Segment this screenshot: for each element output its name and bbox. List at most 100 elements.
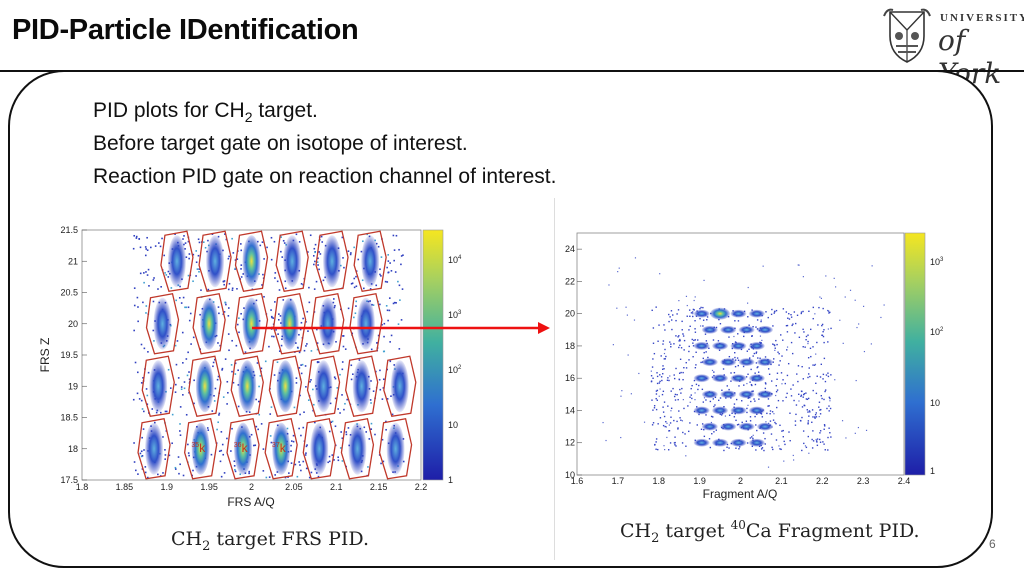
scatter-point — [300, 372, 303, 375]
fragment-blob — [748, 438, 765, 447]
scatter-point — [342, 345, 345, 348]
scatter-point — [288, 472, 290, 474]
scatter-point — [733, 335, 735, 338]
scatter-point — [815, 382, 817, 385]
x-tick-label: 2.15 — [370, 482, 388, 492]
scatter-point — [749, 381, 751, 383]
scatter-point — [759, 335, 762, 337]
scatter-point — [856, 326, 858, 329]
x-tick-label: 2 — [249, 482, 254, 492]
scatter-point — [767, 466, 770, 468]
scatter-point — [389, 341, 391, 343]
scatter-point — [231, 289, 234, 291]
scatter-point — [605, 439, 607, 442]
scatter-point — [386, 398, 389, 400]
scatter-point — [309, 234, 312, 237]
scatter-point — [701, 388, 704, 391]
scatter-point — [824, 425, 826, 427]
scatter-point — [811, 409, 814, 411]
fragment-blob — [730, 309, 747, 318]
scatter-point — [145, 248, 147, 250]
scatter-point — [216, 428, 218, 431]
scatter-point — [678, 410, 680, 412]
scatter-point — [620, 395, 622, 397]
fragment-blob — [730, 374, 747, 383]
scatter-point — [655, 438, 658, 440]
y-tick-label: 21.5 — [60, 225, 78, 235]
scatter-point — [240, 312, 242, 315]
scatter-point — [749, 437, 752, 439]
scatter-point — [271, 335, 273, 338]
scatter-point — [279, 315, 282, 317]
scatter-point — [358, 359, 361, 361]
scatter-point — [662, 424, 665, 427]
isotope-blob — [195, 360, 214, 413]
scatter-point — [754, 372, 756, 374]
scatter-point — [659, 273, 661, 275]
scatter-point — [754, 400, 756, 402]
scatter-point — [681, 442, 684, 444]
scatter-point — [755, 352, 757, 354]
scatter-point — [703, 351, 705, 354]
scatter-point — [212, 361, 215, 364]
scatter-point — [819, 296, 821, 298]
scatter-point — [809, 347, 812, 350]
gate-polygon — [234, 292, 269, 355]
scatter-point — [137, 306, 139, 308]
scatter-point — [163, 254, 165, 257]
scatter-point — [353, 316, 355, 319]
scatter-point — [328, 460, 331, 463]
scatter-point — [685, 455, 687, 457]
scatter-point — [308, 476, 311, 479]
scatter-point — [692, 308, 695, 311]
scatter-point — [673, 343, 675, 345]
scatter-point — [390, 395, 392, 397]
scatter-point — [784, 382, 786, 385]
scatter-point — [772, 419, 775, 421]
scatter-point — [679, 339, 681, 342]
scatter-point — [677, 428, 679, 430]
scatter-point — [774, 349, 776, 351]
scatter-point — [815, 353, 817, 355]
scatter-point — [800, 311, 803, 313]
scatter-point — [147, 351, 149, 353]
scatter-point — [316, 261, 319, 263]
scatter-point — [746, 350, 749, 352]
scatter-point — [811, 447, 814, 449]
fragment-blob — [757, 358, 774, 367]
scatter-point — [139, 452, 142, 455]
scatter-point — [388, 309, 391, 312]
scatter-point — [790, 388, 792, 390]
scatter-point — [854, 432, 856, 434]
scatter-point — [273, 335, 275, 338]
scatter-point — [685, 295, 688, 297]
scatter-point — [692, 345, 695, 347]
scatter-point — [778, 445, 780, 447]
scatter-point — [807, 342, 809, 345]
scatter-point — [841, 420, 844, 422]
scatter-point — [143, 347, 146, 350]
scatter-point — [674, 399, 677, 401]
scatter-point — [216, 378, 219, 381]
scatter-point — [332, 301, 335, 304]
scatter-point — [202, 241, 205, 243]
fragment-blob — [720, 390, 737, 399]
scatter-point — [655, 397, 657, 400]
scatter-point — [676, 393, 678, 396]
scatter-point — [731, 412, 733, 414]
scatter-point — [845, 437, 847, 439]
scatter-point — [827, 449, 829, 451]
scatter-point — [263, 295, 265, 298]
scatter-point — [790, 395, 793, 397]
scatter-point — [145, 388, 148, 390]
scatter-point — [355, 305, 357, 307]
scatter-point — [310, 350, 313, 352]
scatter-point — [314, 260, 316, 263]
isotope-blob — [145, 422, 164, 475]
scatter-point — [689, 401, 691, 403]
scatter-point — [300, 364, 302, 366]
scatter-point — [158, 242, 160, 244]
scatter-point — [350, 364, 353, 367]
scatter-point — [755, 362, 758, 364]
scatter-point — [177, 377, 180, 379]
